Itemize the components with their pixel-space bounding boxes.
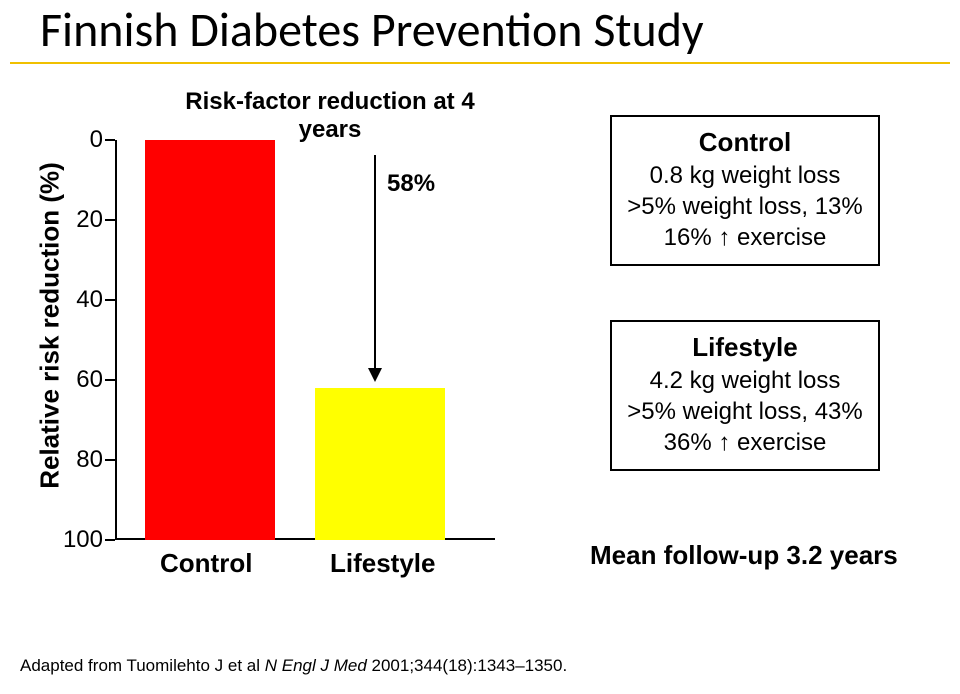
y-tick bbox=[105, 299, 115, 301]
y-tick bbox=[105, 459, 115, 461]
lifestyle-box: Lifestyle 4.2 kg weight loss >5% weight … bbox=[610, 320, 880, 471]
y-tick bbox=[105, 379, 115, 381]
y-tick bbox=[105, 139, 115, 141]
lifestyle-box-line-1: 4.2 kg weight loss bbox=[622, 365, 868, 396]
y-tick-label: 20 bbox=[43, 206, 103, 234]
title-underline bbox=[10, 62, 950, 64]
lifestyle-box-line-3: 36% ↑ exercise bbox=[622, 427, 868, 458]
bar-lifestyle bbox=[315, 388, 445, 540]
y-tick bbox=[105, 219, 115, 221]
lifestyle-box-title: Lifestyle bbox=[622, 332, 868, 363]
y-tick-label: 40 bbox=[43, 286, 103, 314]
y-tick-label: 100 bbox=[43, 526, 103, 554]
mean-followup-text: Mean follow-up 3.2 years bbox=[590, 540, 898, 571]
citation-prefix: Adapted from Tuomilehto J et al bbox=[20, 656, 265, 675]
x-category-control: Control bbox=[160, 548, 252, 579]
citation: Adapted from Tuomilehto J et al N Engl J… bbox=[20, 656, 567, 676]
y-tick bbox=[105, 539, 115, 541]
control-box: Control 0.8 kg weight loss >5% weight lo… bbox=[610, 115, 880, 266]
plot-area: 020406080100 bbox=[115, 140, 495, 540]
y-tick-label: 0 bbox=[43, 126, 103, 154]
y-tick-label: 80 bbox=[43, 446, 103, 474]
y-axis bbox=[115, 140, 117, 540]
annotation-arrow-icon bbox=[365, 150, 385, 385]
control-box-line-1: 0.8 kg weight loss bbox=[622, 160, 868, 191]
lifestyle-box-line-2: >5% weight loss, 43% bbox=[622, 396, 868, 427]
page-title: Finnish Diabetes Prevention Study bbox=[40, 0, 704, 59]
control-box-line-2: >5% weight loss, 13% bbox=[622, 191, 868, 222]
control-box-line-3: 16% ↑ exercise bbox=[622, 222, 868, 253]
chart-subtitle: Risk-factor reduction at 4 years bbox=[170, 88, 490, 143]
x-category-lifestyle: Lifestyle bbox=[330, 548, 436, 579]
control-box-title: Control bbox=[622, 127, 868, 158]
slide-root: Finnish Diabetes Prevention Study Relati… bbox=[0, 0, 960, 694]
y-tick-label: 60 bbox=[43, 366, 103, 394]
annotation-58pct: 58% bbox=[387, 170, 435, 198]
bar-chart: Risk-factor reduction at 4 years 0204060… bbox=[115, 140, 495, 540]
bar-control bbox=[145, 140, 275, 540]
citation-suffix: 2001;344(18):1343–1350. bbox=[372, 656, 568, 675]
citation-journal: N Engl J Med bbox=[265, 656, 372, 675]
